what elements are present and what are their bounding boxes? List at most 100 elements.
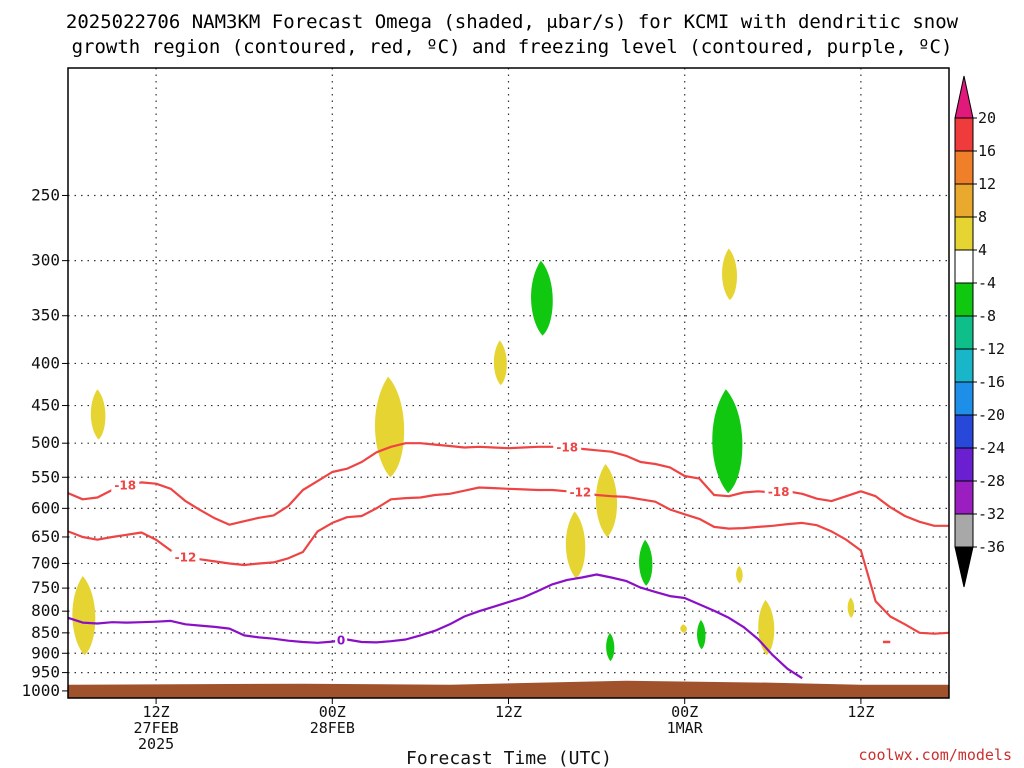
contour-label: -18	[556, 440, 578, 454]
y-axis: 2503003504004505005506006507007508008509…	[21, 185, 68, 700]
y-tick-label: 550	[31, 467, 60, 486]
colorbar-segment	[954, 315, 974, 350]
y-tick-label: 450	[31, 396, 60, 415]
omega-shade-region	[606, 632, 615, 662]
colorbar-segment	[954, 447, 974, 482]
omega-shade-region	[595, 464, 618, 537]
omega-shade-region	[374, 376, 405, 478]
colorbar-label: -12	[978, 340, 1005, 358]
colorbar-label: 16	[978, 142, 996, 160]
y-tick-label: 950	[31, 663, 60, 682]
colorbar-label: -4	[978, 274, 996, 292]
y-tick-label: 500	[31, 433, 60, 452]
colorbar-segment	[954, 183, 974, 218]
colorbar-label: -28	[978, 472, 1005, 490]
colorbar: 20 16 12 8 4 -4 -8 -12 -16 -20 -24 -28 -32 -36	[954, 75, 1005, 588]
contour-label: -18	[768, 485, 790, 499]
colorbar-segment	[954, 249, 974, 284]
y-tick-label: 1000	[21, 681, 60, 700]
chart-title-line2: growth region (contoured, red, ºC) and f…	[72, 36, 953, 58]
colorbar-bottom-arrow	[954, 546, 974, 588]
y-tick-label: 800	[31, 601, 60, 620]
y-tick-label: 650	[31, 527, 60, 546]
contour-line	[67, 442, 949, 527]
colorbar-segment	[954, 348, 974, 383]
contour-label-bg	[171, 550, 200, 565]
x-tick-label: 12Z	[495, 703, 522, 721]
contour-line	[67, 486, 950, 635]
y-tick-label: 750	[31, 578, 60, 597]
colorbar-label: -24	[978, 439, 1005, 457]
colorbar-label: -8	[978, 307, 996, 325]
x-axis-label: Forecast Time (UTC)	[406, 748, 612, 768]
omega-shade-region	[565, 511, 586, 579]
colorbar-segment	[954, 480, 974, 515]
omega-shade-region	[847, 597, 855, 618]
colorbar-label: 8	[978, 208, 987, 226]
contour-line	[67, 573, 803, 680]
y-tick-label: 350	[31, 306, 60, 325]
y-tick-label: 250	[31, 185, 60, 204]
omega-shade-region	[72, 575, 96, 656]
x-tick-label: 00Z	[319, 703, 346, 721]
omega-shade-region	[736, 565, 743, 584]
y-tick-label: 850	[31, 623, 60, 642]
colorbar-label: 4	[978, 241, 987, 259]
plot-background	[68, 68, 949, 698]
x-tick-label: 1MAR	[667, 719, 704, 737]
colorbar-segment	[954, 513, 974, 548]
contour-label-bg	[335, 633, 348, 648]
colorbar-label: 12	[978, 175, 996, 193]
colorbar-segment	[954, 381, 974, 416]
contour-label: 0	[337, 633, 345, 647]
omega-shaded-regions	[72, 248, 855, 662]
plot-area: -18 -18 -18 -12 -12 0 250 300 350 400 450 500 550 60…	[21, 67, 950, 753]
omega-shade-region	[697, 619, 706, 650]
omega-shade-region	[90, 389, 106, 440]
colorbar-segment	[954, 414, 974, 449]
contour-label-bg	[566, 485, 595, 500]
x-tick-label: 12Z	[847, 703, 874, 721]
grid-lines	[68, 68, 949, 698]
contour-label-bg	[111, 478, 140, 493]
y-tick-label: 700	[31, 553, 60, 572]
colorbar-segment	[954, 282, 974, 317]
chart-title-line1: 2025022706 NAM3KM Forecast Omega (shaded…	[66, 11, 959, 33]
credit-text: coolwx.com/models	[858, 746, 1012, 764]
contour-label: -12	[570, 485, 592, 499]
x-tick-label: 27FEB	[134, 719, 179, 737]
omega-shade-region	[712, 389, 743, 494]
colorbar-label: -36	[978, 538, 1005, 556]
omega-shade-region	[493, 340, 507, 386]
x-tick-label: 12Z	[143, 703, 170, 721]
colorbar-top-arrow	[954, 75, 974, 119]
x-tick-label: 28FEB	[310, 719, 355, 737]
omega-shade-region	[531, 260, 553, 336]
y-tick-label: 300	[31, 251, 60, 270]
terrain-surface	[68, 680, 949, 698]
colorbar-segment	[954, 117, 974, 152]
x-tick-label: 00Z	[671, 703, 698, 721]
x-tick-label: 2025	[138, 735, 174, 753]
contour-lines: -18 -18 -18 -12 -12 0	[67, 440, 950, 680]
colorbar-label: -32	[978, 505, 1005, 523]
contour-label-bg	[553, 440, 582, 455]
terrain-fill	[68, 680, 949, 698]
colorbar-label: 20	[978, 109, 996, 127]
y-tick-label: 600	[31, 498, 60, 517]
y-tick-label: 400	[31, 353, 60, 372]
colorbar-segment	[954, 216, 974, 251]
colorbar-label: -16	[978, 373, 1005, 391]
omega-shade-region	[758, 599, 775, 656]
colorbar-label: -20	[978, 406, 1005, 424]
colorbar-segment	[954, 150, 974, 185]
contour-label-bg	[764, 485, 793, 500]
omega-shade-region	[639, 539, 653, 586]
y-tick-label: 900	[31, 643, 60, 662]
omega-shade-region	[680, 624, 687, 633]
contour-label: -12	[175, 550, 197, 564]
omega-shade-region	[722, 248, 737, 301]
contour-label: -18	[114, 478, 136, 492]
